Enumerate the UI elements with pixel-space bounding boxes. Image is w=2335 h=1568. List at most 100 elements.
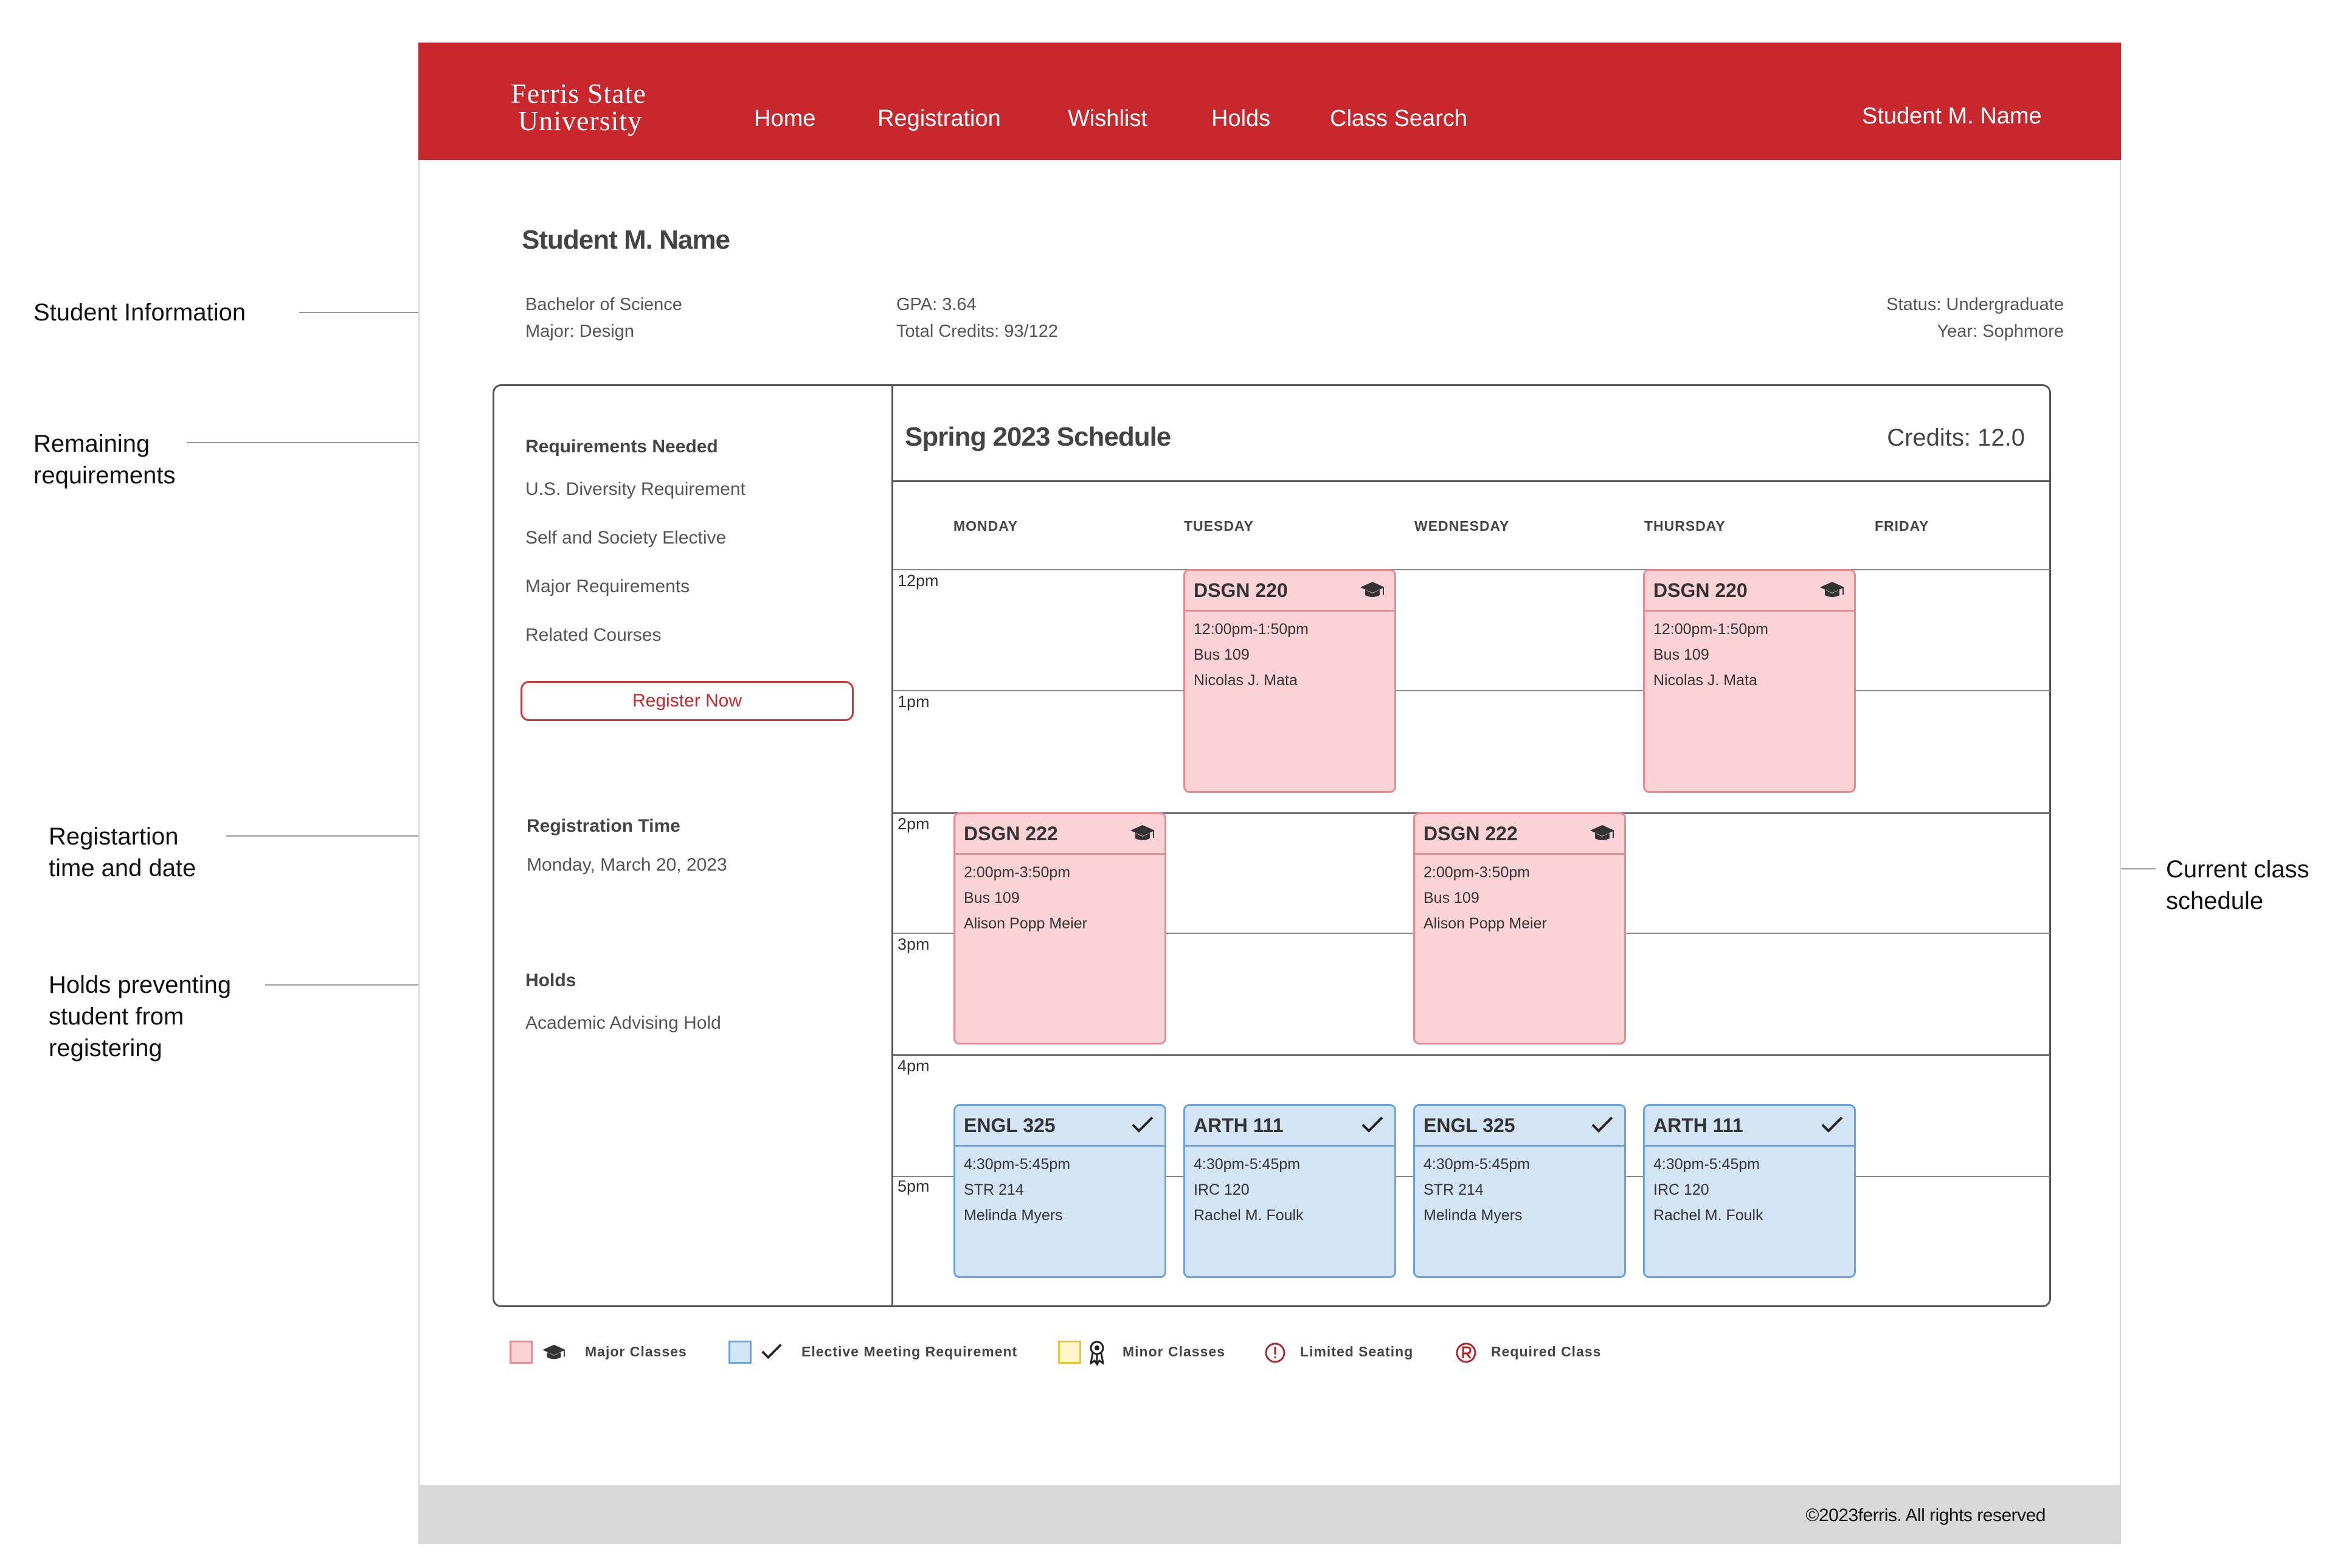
class-divider [1645,610,1854,612]
annotation-holds: Holds preventing student from registerin… [49,969,231,1064]
nav-holds[interactable]: Holds [1211,106,1271,131]
class-room: Bus 109 [964,889,1020,907]
class-block-arth111-thursday[interactable]: ARTH 111 4:30pm-5:45pm IRC 120 Rachel M.… [1643,1104,1856,1278]
annotation-text: Current class [2166,856,2309,883]
class-code: DSGN 220 [1194,579,1288,601]
registration-time-value: Monday, March 20, 2023 [527,855,727,875]
gpa-text: GPA: 3.64 [896,295,977,314]
class-room: IRC 120 [1194,1181,1250,1198]
annotation-text: Holds preventing [49,972,232,998]
class-instructor: Alison Popp Meier [964,915,1087,932]
time-label: 3pm [898,935,930,953]
class-instructor: Melinda Myers [1423,1207,1523,1224]
class-block-engl325-monday[interactable]: ENGL 325 4:30pm-5:45pm STR 214 Melinda M… [953,1104,1166,1278]
nav-wishlist[interactable]: Wishlist [1068,106,1147,131]
day-header-tuesday: TUESDAY [1184,518,1254,534]
nav-home[interactable]: Home [754,106,816,131]
class-instructor: Nicolas J. Mata [1653,672,1757,689]
class-code: DSGN 222 [964,823,1058,844]
class-block-dsgn222-monday[interactable]: DSGN 222 2:00pm-3:50pm Bus 109 Alison Po… [953,812,1166,1045]
requirements-heading: Requirements Needed [525,437,718,457]
class-instructor: Melinda Myers [964,1207,1063,1224]
class-instructor: Rachel M. Foulk [1194,1207,1304,1224]
legend-required-label: Required Class [1491,1344,1602,1359]
class-divider [1415,853,1624,855]
logo-line-2[interactable]: University [518,105,643,136]
class-divider [1185,610,1394,612]
nav-class-search[interactable]: Class Search [1330,106,1467,131]
logo-line-1[interactable]: Ferris State [511,78,646,109]
class-divider [955,1145,1164,1147]
checkmark-icon [761,1344,782,1359]
class-block-dsgn220-tuesday[interactable]: DSGN 220 12:00pm-1:50pm Bus 109 Nicolas … [1183,569,1396,793]
page-frame [418,43,2121,1544]
legend-minor-label: Minor Classes [1123,1344,1225,1359]
year-text: Year: Sophmore [1937,322,2064,341]
legend-elective-swatch [728,1341,752,1364]
class-time: 4:30pm-5:45pm [964,1156,1071,1173]
legend-major-label: Major Classes [585,1344,687,1359]
graduation-cap-icon [1360,582,1385,597]
class-code: ENGL 325 [964,1114,1056,1136]
class-code: DSGN 222 [1423,823,1518,844]
required-r-icon [1456,1342,1476,1363]
annotation-text: student from [49,1003,184,1030]
class-time: 4:30pm-5:45pm [1653,1156,1760,1173]
annotation-text: requirements [33,462,176,489]
graduation-cap-icon [1820,582,1844,597]
class-block-dsgn222-wednesday[interactable]: DSGN 222 2:00pm-3:50pm Bus 109 Alison Po… [1413,812,1626,1045]
annotation-current-schedule: Current class schedule [2166,854,2309,917]
class-divider [1645,1145,1854,1147]
legend-limited-label: Limited Seating [1300,1344,1414,1359]
annotation-text: schedule [2166,888,2264,914]
class-block-engl325-wednesday[interactable]: ENGL 325 4:30pm-5:45pm STR 214 Melinda M… [1413,1104,1626,1278]
major-text: Major: Design [525,322,634,341]
class-code: ENGL 325 [1423,1114,1515,1136]
class-room: Bus 109 [1423,889,1479,907]
main-panel [493,384,2051,1307]
annotation-text: Registartion [49,823,179,850]
requirement-item: Major Requirements [525,576,690,596]
footer [420,1485,2120,1543]
user-menu[interactable]: Student M. Name [1862,103,2042,129]
schedule-title: Spring 2023 Schedule [905,422,1171,452]
class-time: 2:00pm-3:50pm [964,864,1071,881]
class-block-dsgn220-thursday[interactable]: DSGN 220 12:00pm-1:50pm Bus 109 Nicolas … [1643,569,1856,793]
class-time: 4:30pm-5:45pm [1423,1156,1531,1173]
annotation-text: Remaining [33,430,150,457]
annotation-text: time and date [49,855,196,882]
footer-copyright: ©2023ferris. All rights reserved [1805,1505,2046,1525]
hold-item[interactable]: Academic Advising Hold [525,1013,721,1033]
checkmark-icon [1591,1116,1613,1133]
requirement-item: U.S. Diversity Requirement [525,479,745,499]
registration-time-heading: Registration Time [527,816,680,836]
schedule-header-divider [893,480,2050,482]
graduation-cap-icon [1130,825,1155,840]
checkmark-icon [1361,1116,1383,1133]
time-label: 2pm [898,815,930,833]
annotation-student-info: Student Information [33,299,246,326]
legend-minor-swatch [1058,1341,1081,1364]
class-room: IRC 120 [1653,1181,1709,1198]
schedule-credits: Credits: 12.0 [1887,424,2025,451]
class-room: Bus 109 [1194,646,1250,663]
panel-divider [891,384,893,1307]
nav-registration[interactable]: Registration [877,106,1001,131]
class-time: 12:00pm-1:50pm [1653,621,1769,638]
register-now-button[interactable]: Register Now [521,681,854,721]
class-instructor: Rachel M. Foulk [1653,1207,1763,1224]
class-divider [1185,1145,1394,1147]
legend-elective-label: Elective Meeting Requirement [801,1344,1018,1359]
day-header-monday: MONDAY [953,518,1019,534]
award-ribbon-icon [1089,1341,1105,1366]
graduation-cap-icon [1590,825,1614,840]
time-label: 1pm [898,692,930,711]
day-header-thursday: THURSDAY [1644,518,1726,534]
day-header-friday: FRIDAY [1875,518,1929,534]
annotation-line [299,312,485,313]
holds-heading: Holds [525,970,576,990]
class-block-arth111-tuesday[interactable]: ARTH 111 4:30pm-5:45pm IRC 120 Rachel M.… [1183,1104,1396,1278]
requirement-item: Self and Society Elective [525,528,727,548]
annotation-line [187,442,485,443]
total-credits-text: Total Credits: 93/122 [896,322,1058,341]
